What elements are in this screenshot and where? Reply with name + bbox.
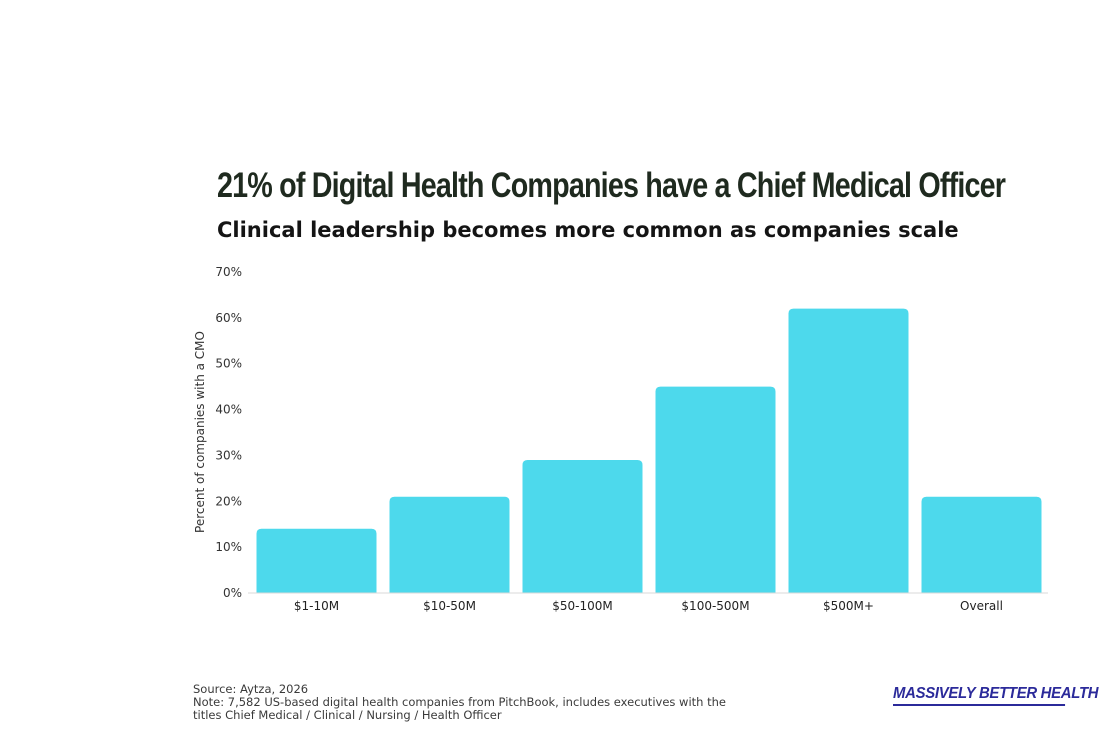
bar — [389, 496, 510, 593]
note-line-1: Note: 7,582 US-based digital health comp… — [193, 695, 726, 709]
bars — [256, 308, 1042, 593]
y-tick-label: 40% — [215, 403, 242, 417]
x-category-label: Overall — [960, 599, 1003, 613]
footer-notes: Source: Aytza, 2026 Note: 7,582 US-based… — [193, 683, 726, 722]
brand-logo: MASSIVELY BETTER HEALTHCARE — [893, 684, 1099, 706]
bar — [788, 308, 909, 593]
chart-title: 21% of Digital Health Companies have a C… — [217, 166, 1006, 205]
y-tick-label: 60% — [215, 311, 242, 325]
chart-subtitle: Clinical leadership becomes more common … — [217, 218, 959, 242]
y-tick-label: 70% — [215, 265, 242, 279]
x-category-label: $10-50M — [423, 599, 476, 613]
x-axis-category-labels: $1-10M $10-50M $50-100M $100-500M $500M+ Over… — [294, 599, 1003, 613]
y-axis-label: Percent of companies with a CMO — [193, 331, 207, 533]
note-line-2: titles Chief Medical / Clinical / Nursin… — [193, 708, 502, 722]
bar — [522, 460, 643, 593]
y-tick-label: 0% — [223, 586, 242, 600]
y-tick-label: 50% — [215, 357, 242, 371]
y-axis-tick-labels: 0% 10% 20% 30% 40% 50% 60% 70% — [215, 265, 242, 600]
y-tick-label: 10% — [215, 540, 242, 554]
bar — [921, 496, 1042, 593]
x-category-label: $500M+ — [823, 599, 874, 613]
x-category-label: $100-500M — [681, 599, 749, 613]
y-tick-label: 30% — [215, 448, 242, 462]
y-tick-label: 20% — [215, 494, 242, 508]
source-text: Source: Aytza, 2026 — [193, 682, 309, 696]
bar — [655, 386, 776, 593]
x-category-label: $1-10M — [294, 599, 339, 613]
bar — [256, 528, 377, 593]
x-category-label: $50-100M — [552, 599, 613, 613]
